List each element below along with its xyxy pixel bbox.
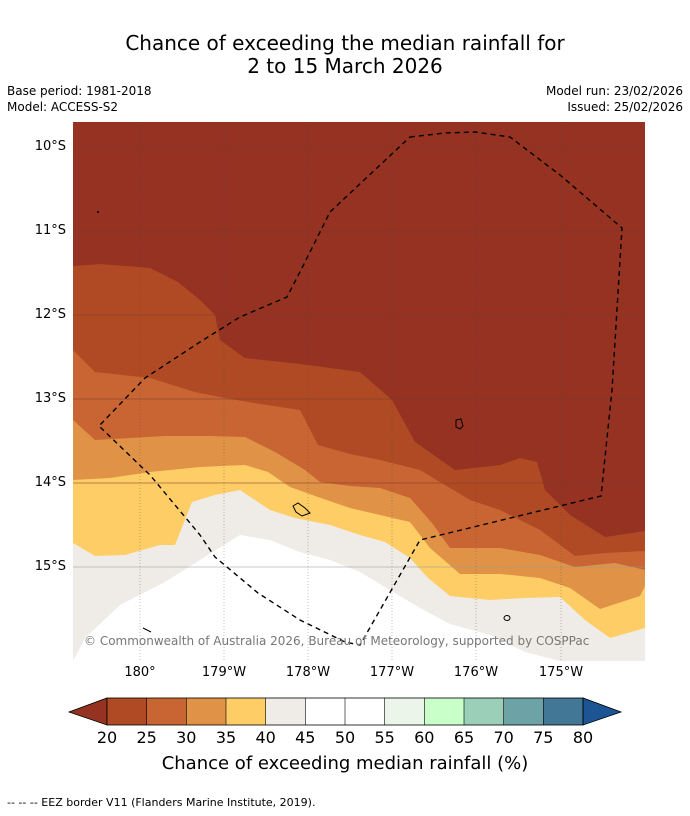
colorbar-segment <box>305 698 345 725</box>
model-run-date: Model run: 23/02/2026 <box>545 84 683 98</box>
chart-title-line1: Chance of exceeding the median rainfall … <box>125 31 565 55</box>
colorbar-extend-low <box>67 697 108 726</box>
island-coastline <box>455 418 464 430</box>
copyright-text: © Commonwealth of Australia 2026, Bureau… <box>84 634 589 648</box>
colorbar-tick: 55 <box>374 728 395 747</box>
colorbar-tick: 30 <box>176 728 197 747</box>
band-50-55 <box>73 535 560 661</box>
colorbar-tick: 25 <box>136 728 157 747</box>
lon-label: 179°W <box>201 665 247 680</box>
lon-label: 177°W <box>369 665 415 680</box>
colorbar-segment <box>226 698 266 725</box>
colorbar <box>67 697 623 726</box>
lat-label: 15°S <box>34 559 66 574</box>
lat-label: 13°S <box>34 391 66 406</box>
colorbar-tick: 80 <box>572 728 594 747</box>
model-name: Model: ACCESS-S2 <box>7 100 119 114</box>
colorbar-segment <box>265 698 306 725</box>
colorbar-tick: 70 <box>493 728 514 747</box>
lon-label: 176°W <box>453 665 499 680</box>
colorbar-label: Chance of exceeding median rainfall (%) <box>161 753 529 774</box>
colorbar-segment <box>384 698 425 725</box>
colorbar-tick: 20 <box>96 728 118 747</box>
colorbar-segment <box>146 698 187 725</box>
colorbar-tick: 75 <box>533 728 554 747</box>
colorbar-tick: 40 <box>255 728 276 747</box>
lat-label: 14°S <box>34 475 66 490</box>
colorbar-segment <box>464 698 504 725</box>
colorbar-segment <box>107 698 147 725</box>
colorbar-segment <box>543 698 583 725</box>
eez-border <box>98 131 623 646</box>
colorbar-tick: 60 <box>414 728 435 747</box>
colorbar-tick: 50 <box>334 728 356 747</box>
chart-title-line2: 2 to 15 March 2026 <box>247 54 443 78</box>
lat-label: 11°S <box>34 223 66 238</box>
colorbar-tick: 35 <box>215 728 237 747</box>
lon-label: 175°W <box>538 665 584 680</box>
base-period: Base period: 1981-2018 <box>7 84 152 98</box>
colorbar-tick: 65 <box>453 728 475 747</box>
colorbar-segment <box>345 698 385 725</box>
colorbar-segment <box>424 698 464 725</box>
info-left: Base period: 1981-2018 Model: ACCESS-S2 <box>7 83 152 115</box>
issued-date: Issued: 25/02/2026 <box>567 100 683 114</box>
island-coastline <box>142 627 152 633</box>
lat-label: 12°S <box>34 307 66 322</box>
colorbar-segment <box>503 698 544 725</box>
lon-label: 178°W <box>285 665 331 680</box>
island-coastline <box>97 211 99 213</box>
colorbar-tick: 45 <box>295 728 316 747</box>
info-right: Model run: 23/02/2026 Issued: 25/02/2026 <box>546 83 683 115</box>
lat-label: 10°S <box>34 139 66 154</box>
colorbar-segment <box>186 698 226 725</box>
colorbar-extend-high <box>582 697 623 726</box>
island-coastline <box>503 615 511 621</box>
eez-legend-note: -- -- -- EEZ border V11 (Flanders Marine… <box>7 796 316 809</box>
lon-label: 180° <box>124 665 156 680</box>
island-coastline <box>292 502 311 517</box>
graticule <box>73 146 645 568</box>
